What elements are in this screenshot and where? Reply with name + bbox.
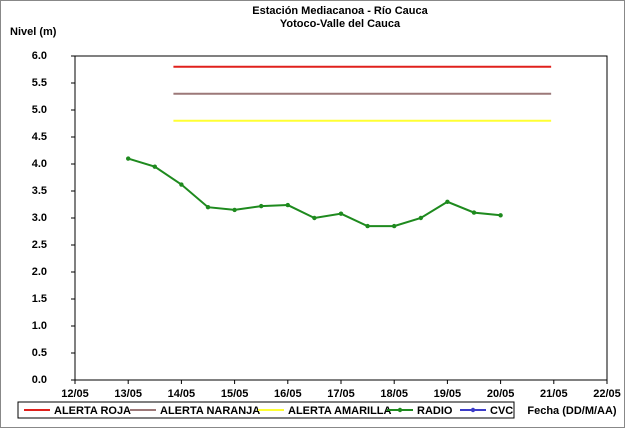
- y-tick-label: 0.5: [32, 347, 47, 359]
- y-tick-label: 6.0: [32, 50, 47, 62]
- point: [445, 199, 450, 204]
- point: [471, 210, 477, 215]
- point: [418, 215, 423, 221]
- y-axis-label: Nivel (m): [10, 26, 57, 38]
- point: [205, 205, 211, 210]
- point: [232, 207, 237, 213]
- point: [498, 213, 503, 218]
- y-tick-label: 1.5: [32, 293, 47, 305]
- y-tick-label: 2.0: [32, 266, 47, 278]
- point: [152, 164, 157, 169]
- x-tick-label: 13/05: [114, 388, 142, 400]
- y-tick-label: 4.0: [32, 158, 47, 170]
- x-tick-label: 18/05: [380, 388, 408, 400]
- x-tick-label: 19/05: [434, 388, 462, 400]
- y-tick-label: 3.5: [32, 185, 47, 197]
- point: [338, 211, 344, 216]
- x-tick-label: 22/05: [593, 388, 621, 400]
- x-tick-label: 21/05: [540, 388, 568, 400]
- point: [285, 202, 290, 208]
- legend-label: ALERTA NARANJA: [160, 405, 260, 417]
- y-tick-label: 5.5: [32, 77, 47, 89]
- y-tick-label: 0.0: [32, 374, 47, 386]
- x-axis-label: Fecha (DD/M/AA): [527, 405, 617, 417]
- legend-label: ALERTA ROJA: [54, 405, 131, 417]
- x-tick-label: 17/05: [327, 388, 355, 400]
- point: [126, 156, 131, 161]
- point: [259, 203, 264, 209]
- x-tick-label: 14/05: [168, 388, 196, 400]
- point: [179, 182, 184, 187]
- x-tick-label: 12/05: [61, 388, 89, 400]
- chart-subtitle: Yotoco-Valle del Cauca: [280, 18, 401, 30]
- y-tick-label: 5.0: [32, 104, 47, 116]
- legend-label: CVC: [490, 405, 513, 417]
- legend: [17, 401, 515, 419]
- chart-title: Estación Mediacanoa - Río Cauca: [252, 5, 428, 17]
- x-tick-label: 15/05: [221, 388, 249, 400]
- legend-label: RADIO: [417, 405, 453, 417]
- legend-label: ALERTA AMARILLA: [288, 405, 392, 417]
- x-tick-label: 20/05: [487, 388, 515, 400]
- y-tick-label: 2.5: [32, 239, 47, 251]
- y-tick-label: 4.5: [32, 131, 47, 143]
- point: [312, 215, 317, 221]
- point: [365, 223, 370, 229]
- y-tick-label: 1.0: [32, 320, 47, 332]
- point: [392, 223, 397, 229]
- x-tick-label: 16/05: [274, 388, 302, 400]
- y-tick-label: 3.0: [32, 212, 47, 224]
- legend-marker: [470, 407, 476, 413]
- legend-marker: [397, 407, 403, 413]
